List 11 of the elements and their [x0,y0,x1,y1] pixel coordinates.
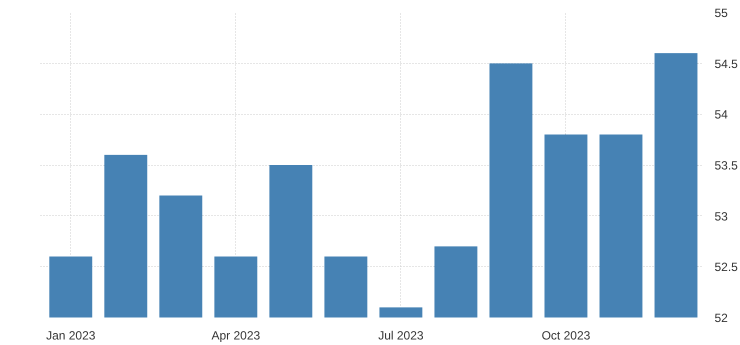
x-tick-label: Jul 2023 [378,328,424,342]
y-tick-label: 52.5 [714,260,738,274]
y-tick-label: 54.5 [714,56,738,71]
y-tick-label: 53.5 [714,158,738,172]
x-tick-label: Oct 2023 [542,328,591,342]
y-tick-label: 53 [714,209,728,224]
x-tick-label: Jan 2023 [46,328,96,342]
x-tick-label: Apr 2023 [211,328,260,342]
y-tick-label: 55 [714,6,728,20]
y-tick-label: 52 [714,311,728,325]
y-tick-label: 54 [714,108,728,122]
